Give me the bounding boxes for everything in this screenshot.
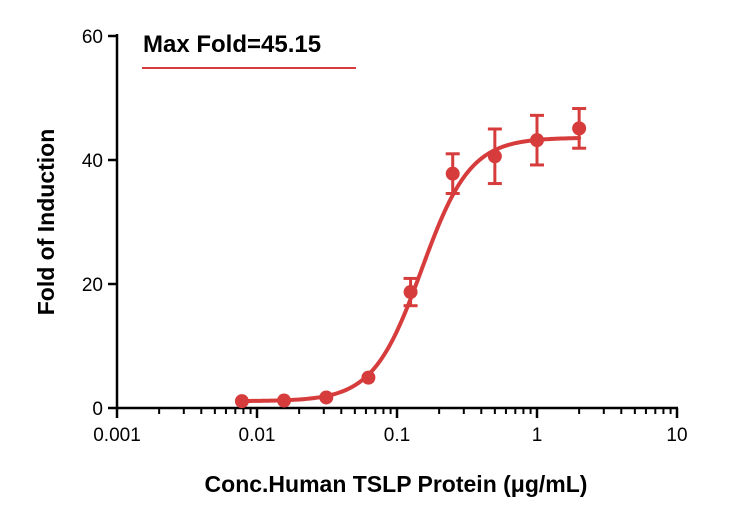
data-point <box>277 393 292 408</box>
x-tick-label: 1 <box>532 425 543 446</box>
data-point <box>319 390 334 405</box>
data-point <box>403 285 418 300</box>
fit-curve-layer <box>239 136 582 404</box>
axes: 0 20 40 60 0.001 0.01 0.1 1 10 <box>82 27 688 446</box>
data-point <box>445 166 460 181</box>
y-axis-title: Fold of Induction <box>33 129 59 316</box>
y-tick-label: 40 <box>82 151 103 172</box>
x-tick-label: 0.001 <box>93 425 141 446</box>
data-point <box>234 394 249 409</box>
data-points-layer <box>234 107 587 409</box>
y-tick-label: 0 <box>92 399 103 420</box>
fit-curve <box>239 136 582 404</box>
y-tick-label: 20 <box>82 275 103 296</box>
x-tick-label: 0.1 <box>384 425 410 446</box>
data-point <box>361 370 376 385</box>
x-axis-title: Conc.Human TSLP Protein (μg/mL) <box>205 471 588 497</box>
data-point <box>530 133 544 148</box>
legend: Max Fold=45.15 <box>142 31 356 69</box>
y-tick-label: 60 <box>82 27 103 48</box>
data-point <box>487 149 502 164</box>
x-tick-label: 0.01 <box>239 425 276 446</box>
legend-label: Max Fold=45.15 <box>143 31 321 58</box>
x-tick-label: 10 <box>666 425 687 446</box>
data-point <box>572 121 587 136</box>
